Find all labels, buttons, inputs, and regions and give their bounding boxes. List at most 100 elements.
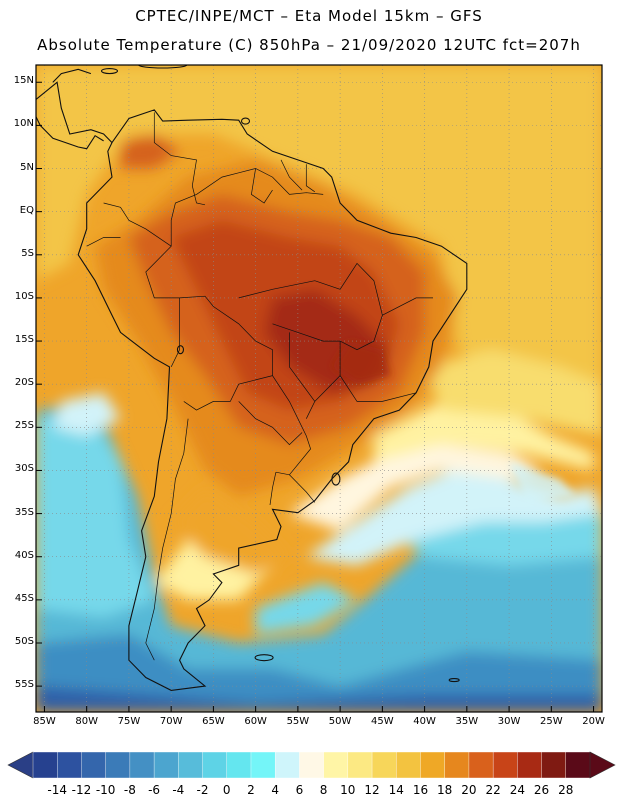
colorbar-label: 22 (485, 783, 501, 797)
falkland-islands (254, 654, 274, 662)
colorbar-label: 10 (340, 783, 356, 797)
colorbar-label: 2 (247, 783, 255, 797)
colorbar-swatch (541, 751, 567, 779)
hispaniola-island (138, 65, 188, 69)
colorbar-swatch (178, 751, 204, 779)
colorbar-label: 26 (533, 783, 550, 797)
colorbar-swatch (57, 751, 82, 779)
temperature-core (331, 341, 391, 385)
temperature-region (36, 634, 602, 712)
temperature-region (52, 392, 121, 436)
pacific-coastline (36, 116, 104, 150)
temperature-region (36, 686, 602, 712)
temperature-field (36, 65, 602, 712)
lon-label: 20W (582, 716, 605, 727)
colorbar-label: 4 (271, 783, 279, 797)
political-border (183, 375, 273, 411)
map-title: CPTEC/INPE/MCT – Eta Model 15km – GFS (135, 7, 483, 25)
temperature-region (255, 582, 357, 635)
political-border (289, 474, 316, 503)
colorbar-swatch (420, 751, 446, 779)
lon-label: 45W (371, 716, 394, 727)
lon-label: 50W (328, 716, 352, 727)
colorbar-swatch (323, 751, 349, 779)
lat-label: 50S (14, 635, 34, 647)
political-border (382, 297, 433, 316)
political-border (339, 341, 417, 402)
lat-label: 15N (13, 75, 34, 87)
temperature-region (424, 349, 602, 436)
colorbar-label: 16 (412, 783, 429, 797)
colorbar-label: -10 (95, 783, 116, 797)
trinidad-island (240, 117, 251, 125)
lat-label: 15S (14, 334, 34, 346)
colorbar-label: -8 (123, 783, 136, 797)
colorbar-swatch (396, 751, 421, 779)
colorbar-swatch (153, 751, 179, 779)
colorbar-swatch (250, 751, 276, 779)
colorbar-swatch (299, 751, 325, 779)
colorbar-swatch (202, 751, 228, 779)
lon-label: 85W (33, 716, 56, 727)
colorbar-label: -2 (196, 783, 209, 797)
lake-titicaca (176, 345, 185, 355)
lat-label: 5N (20, 161, 34, 173)
colorbar-label: 28 (558, 783, 574, 797)
political-border (251, 168, 273, 204)
colorbar-label: 6 (295, 783, 304, 797)
colorbar-swatch (371, 751, 397, 779)
lon-label: 25W (540, 716, 563, 727)
colorbar-label: 0 (222, 783, 231, 797)
colorbar-swatch (444, 751, 470, 779)
colorbar-swatch (565, 751, 591, 779)
colorbar-label: -6 (148, 783, 161, 797)
political-border (103, 202, 172, 247)
colorbar (7, 751, 616, 779)
lat-label: 55S (14, 679, 34, 691)
lon-label: 40W (413, 716, 436, 727)
colorbar-label: -14 (47, 783, 67, 797)
temperature-region (36, 401, 602, 712)
colorbar-swatch (492, 751, 518, 779)
lon-label: 30W (497, 716, 521, 727)
temperature-region (171, 487, 290, 574)
lon-label: 80W (75, 716, 98, 727)
colorbar-label: 18 (437, 783, 453, 797)
map-subtitle: Absolute Temperature (C) 850hPa – 21/09/… (37, 36, 581, 54)
political-border (153, 112, 206, 206)
lat-label: 10N (13, 118, 34, 130)
lon-label: 75W (117, 716, 141, 727)
map-frame (35, 64, 603, 713)
colorbar-swatch (32, 751, 58, 779)
colorbar-label: 14 (388, 783, 404, 797)
lon-label: 60W (244, 716, 267, 727)
temperature-core (509, 461, 577, 505)
temperature-region (36, 65, 602, 385)
jamaica-island (100, 67, 119, 75)
lat-label: EQ (19, 204, 34, 216)
political-border (86, 237, 121, 247)
colorbar-label: -4 (172, 783, 185, 797)
colorbar-over-arrow (589, 751, 616, 779)
temperature-region (36, 410, 155, 618)
colorbar-label: -12 (71, 783, 92, 797)
political-border (305, 164, 316, 193)
temperature-region (289, 444, 543, 531)
caribbean-coast (52, 68, 92, 83)
colorbar-swatch (347, 751, 373, 779)
colorbar-under-arrow (7, 751, 34, 779)
colorbar-swatch (274, 751, 300, 779)
lat-label: 5S (21, 247, 34, 259)
central-america-coastline (36, 81, 113, 143)
lat-label: 25S (14, 420, 34, 432)
south-america-coastline (77, 109, 468, 691)
lon-label: 55W (286, 716, 310, 727)
colorbar-label: 24 (509, 783, 525, 797)
colorbar-swatch (226, 751, 252, 779)
south-georgia-island (448, 678, 460, 683)
colorbar-swatch (81, 751, 107, 779)
lon-label: 70W (159, 716, 183, 727)
political-border (280, 159, 303, 191)
colorbar-label: 12 (364, 783, 380, 797)
